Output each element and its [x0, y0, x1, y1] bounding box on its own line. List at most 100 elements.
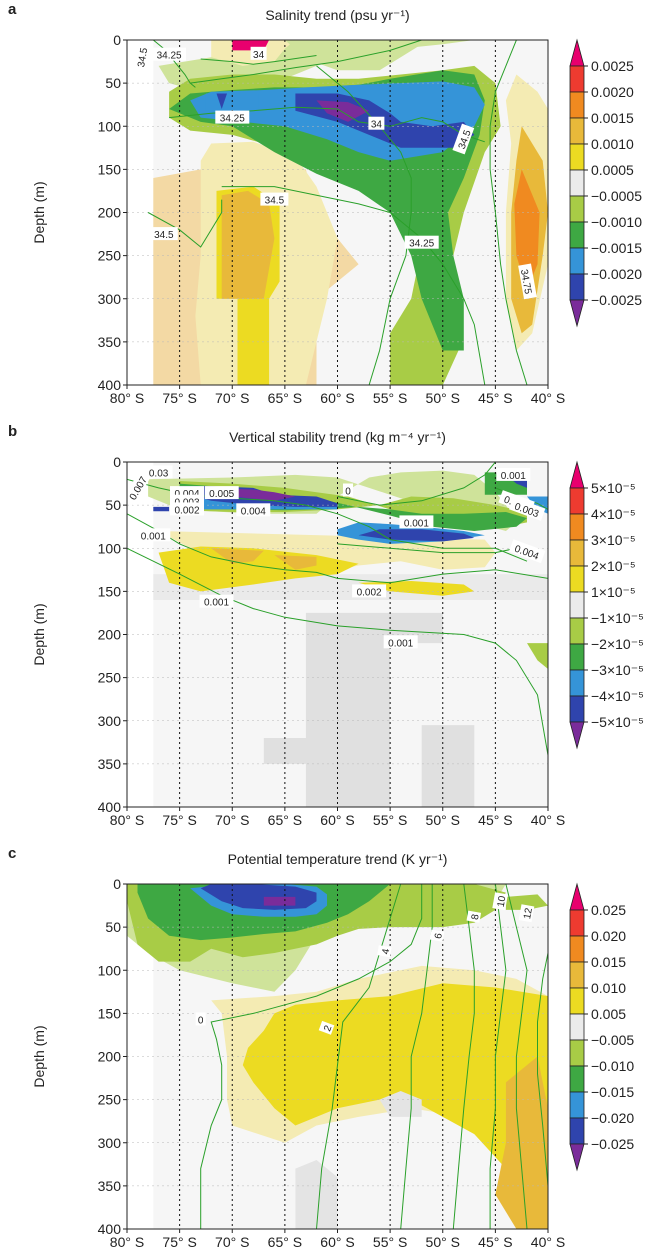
contour-label-bg: [518, 904, 535, 923]
contour-label: 0.001: [136, 528, 171, 542]
colorbar-label: −5×10⁻⁵: [591, 714, 644, 730]
contour-label: 0.001: [496, 467, 531, 482]
colorbar-cap-bottom: [569, 721, 585, 750]
colorbar-label: 5×10⁻⁵: [591, 480, 636, 496]
contour-label-bg: [152, 47, 187, 61]
contour-label: 8: [466, 910, 482, 923]
colorbar-label: 0.015: [591, 954, 626, 970]
contour-label-text: 2: [322, 1024, 334, 1033]
y-tick-label: 200: [98, 205, 122, 221]
colorbar-label: 0.005: [591, 1006, 626, 1022]
contour-label-text: 4: [380, 947, 392, 955]
colorbar-segment: [569, 961, 585, 989]
field-region: [153, 506, 170, 512]
panel-letter: b: [8, 423, 17, 440]
contour-label: 34.5: [149, 227, 178, 241]
contour-line: [337, 543, 517, 554]
colorbar-label: −0.0005: [591, 188, 642, 204]
contour-label-bg: [260, 192, 289, 206]
contour-label: 34.5: [132, 42, 150, 73]
colorbar-label: 1×10⁻⁵: [591, 584, 636, 600]
contour-label-bg: [170, 502, 204, 516]
contour-line: [127, 513, 548, 584]
y-tick-label: 50: [105, 75, 121, 91]
contour-label-text: 34: [253, 50, 265, 61]
contour-label: 0.03: [144, 465, 173, 479]
panel-title: Potential temperature trend (K yr⁻¹): [228, 851, 448, 867]
x-tick-label: 65° S: [268, 390, 302, 406]
colorbar-label: 4×10⁻⁵: [591, 506, 636, 522]
contour-label: 34.25: [152, 47, 187, 62]
contour-line: [190, 40, 422, 84]
contour-label-text: 8: [470, 913, 482, 921]
panel-c: c Potential temperature trend (K yr⁻¹) 0 2 4…: [8, 845, 634, 1250]
x-tick-label: 75° S: [162, 1234, 196, 1250]
y-tick-label: 400: [98, 799, 122, 815]
colorbar-segment: [569, 65, 585, 93]
contour-label-bg: [199, 594, 234, 608]
colorbar-segment: [569, 91, 585, 119]
field-region: [211, 548, 264, 564]
x-tick-label: 65° S: [268, 1234, 302, 1250]
colorbar-segment: [569, 909, 585, 937]
contour-label-text: 0.004: [174, 489, 199, 500]
x-tick-label: 40° S: [531, 1234, 565, 1250]
x-tick-label: 60° S: [320, 390, 354, 406]
colorbar-segment: [569, 195, 585, 223]
colorbar-segment: [569, 247, 585, 275]
x-tick-label: 45° S: [478, 1234, 512, 1250]
contour-label: 34.5: [260, 192, 289, 207]
x-tick-label: 50° S: [426, 1234, 460, 1250]
x-tick-label: 75° S: [162, 390, 196, 406]
contour-line: [127, 547, 548, 756]
contour-label-bg: [466, 910, 482, 923]
y-tick-label: 400: [98, 377, 122, 393]
x-tick-label: 70° S: [215, 1234, 249, 1250]
contour-label: 34.25: [215, 110, 250, 125]
contour-label-text: 34.25: [157, 51, 182, 62]
field-region: [505, 894, 548, 910]
y-tick-label: 150: [98, 1005, 122, 1021]
colorbar-segment: [569, 935, 585, 963]
colorbar-segment: [569, 617, 585, 645]
contour-label-bg: [149, 227, 178, 241]
colorbar-segment: [569, 1117, 585, 1145]
contour-line: [489, 40, 528, 385]
contour-label: 0: [195, 1012, 206, 1026]
colorbar-segment: [569, 143, 585, 171]
colorbar: 5×10⁻⁵ 4×10⁻⁵ 3×10⁻⁵ 2×10⁻⁵ 1×10⁻⁵ −1×10⁻⁵ −2×…: [569, 460, 644, 750]
contour-label-bg: [404, 235, 439, 249]
contour-label: 0.002: [170, 502, 204, 516]
field-region: [305, 612, 443, 807]
x-tick-label: 40° S: [531, 390, 565, 406]
contour-label-bg: [352, 584, 387, 598]
contour-line: [452, 884, 475, 1229]
y-tick-label: 100: [98, 118, 122, 134]
x-tick-label: 45° S: [478, 812, 512, 828]
colorbar-label: 0.0005: [591, 162, 634, 178]
contour-label-bg: [343, 483, 353, 497]
panel-letter: a: [8, 1, 17, 18]
contour-label-bg: [318, 1020, 335, 1035]
colorbar-segment: [569, 643, 585, 671]
contour-label-text: 6: [433, 932, 445, 940]
y-tick-label: 300: [98, 713, 122, 729]
y-tick-label: 200: [98, 627, 122, 643]
colorbar-label: 3×10⁻⁵: [591, 532, 636, 548]
y-tick-label: 150: [98, 161, 122, 177]
contour-label-bg: [377, 945, 392, 958]
y-tick-label: 400: [98, 1221, 122, 1237]
contour-label-bg: [508, 497, 546, 521]
colorbar-label: 0.0020: [591, 84, 634, 100]
x-tick-label: 60° S: [320, 812, 354, 828]
colorbar-label: −0.015: [591, 1084, 634, 1100]
contour-label-text: 12: [522, 907, 535, 920]
x-tick-label: 60° S: [320, 1234, 354, 1250]
contour-label-bg: [496, 467, 531, 481]
x-tick-label: 75° S: [162, 812, 196, 828]
contour-label-bg: [508, 539, 546, 564]
colorbar-label: −1×10⁻⁵: [591, 610, 644, 626]
field-region: [527, 643, 548, 669]
contour-label: 0.002: [352, 584, 387, 598]
